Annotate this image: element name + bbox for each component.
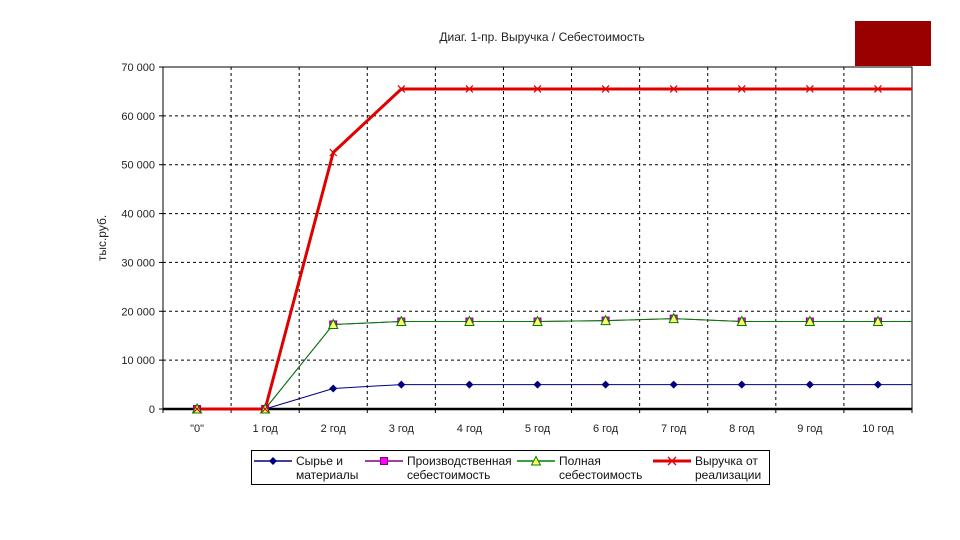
marker-revenue: [874, 85, 882, 93]
x-tick-label: 1 год: [253, 423, 279, 435]
legend: Сырье и материалы Производственная себес…: [251, 450, 770, 485]
legend-label: Сырье и материалы: [296, 454, 359, 482]
marker-full-cost: [668, 312, 679, 324]
plot-area: 0 10 000 20 000 30 000 40 000 50 000 60 000 70 …: [121, 62, 913, 435]
y-tick-label: 40 000: [121, 209, 155, 221]
legend-symbol-triangle-icon: [517, 455, 555, 466]
marker-full-cost: [532, 315, 543, 327]
marker-raw-materials: [533, 380, 542, 389]
marker-full-cost: [736, 315, 748, 327]
marker-full-cost: [396, 315, 407, 327]
legend-item-full-cost: Полная себестоимость: [517, 454, 642, 482]
y-axis-label: тыс.руб.: [95, 215, 109, 261]
marker-revenue: [397, 85, 406, 93]
legend-symbol-star-icon: [653, 456, 691, 466]
x-tick-label: 10 год: [862, 423, 894, 435]
marker-revenue: [737, 85, 746, 93]
x-tick-label: 4 год: [457, 423, 483, 435]
marker-full-cost: [872, 315, 884, 327]
marker-revenue: [261, 405, 270, 413]
marker-revenue: [805, 85, 814, 93]
legend-item-raw-materials: Сырье и материалы: [254, 454, 358, 482]
decorative-red-block: [855, 21, 931, 66]
marker-revenue: [669, 85, 678, 93]
marker-raw-materials: [873, 380, 882, 389]
y-tick-label: 20 000: [121, 306, 155, 318]
marker-raw-materials: [601, 380, 610, 389]
y-tick-label: 30 000: [121, 257, 155, 269]
legend-item-revenue: Выручка от реализации: [653, 454, 761, 482]
marker-revenue: [465, 85, 474, 93]
legend-symbol-square-icon: [365, 457, 403, 465]
x-tick-label: 8 год: [729, 423, 755, 435]
y-tick-label: 0: [149, 404, 155, 416]
marker-revenue: [329, 148, 338, 157]
legend-label: Производственная себестоимость: [407, 454, 512, 482]
series-line-3: [197, 87, 912, 411]
y-tick-label: 70 000: [121, 62, 155, 74]
chart-title: Диаг. 1-пр. Выручка / Себестоимость: [439, 30, 644, 44]
marker-raw-materials: [397, 380, 406, 389]
x-tick-label: 9 год: [797, 423, 823, 435]
marker-raw-materials: [669, 380, 678, 389]
x-tick-label: 5 год: [525, 423, 551, 435]
y-tick-label: 10 000: [121, 355, 155, 367]
y-tick-label: 50 000: [121, 160, 155, 172]
legend-label: Полная себестоимость: [559, 454, 643, 482]
x-tick-label: 2 год: [321, 423, 347, 435]
marker-raw-materials: [465, 380, 474, 389]
x-tick-label: 3 год: [389, 423, 415, 435]
marker-revenue: [533, 85, 542, 93]
marker-full-cost: [327, 318, 339, 329]
marker-full-cost: [600, 314, 611, 326]
marker-raw-materials: [737, 380, 746, 389]
y-tick-label: 60 000: [121, 111, 155, 123]
x-tick-label: 6 год: [593, 423, 619, 435]
marker-full-cost: [464, 315, 475, 327]
legend-label: Выручка от реализации: [695, 454, 762, 482]
series-line-2: [197, 318, 912, 410]
marker-raw-materials: [805, 380, 814, 389]
series-line-0: [197, 384, 912, 410]
marker-full-cost: [804, 315, 816, 327]
marker-revenue: [601, 85, 610, 93]
legend-symbol-diamond-icon: [254, 457, 292, 465]
marker-raw-materials: [329, 384, 338, 393]
legend-item-production-cost: Производственная себестоимость: [365, 454, 512, 482]
marker-revenue: [193, 405, 201, 413]
x-tick-label: 7 год: [661, 423, 687, 435]
x-tick-label: "0": [190, 423, 204, 435]
plot-frame: [162, 66, 913, 410]
